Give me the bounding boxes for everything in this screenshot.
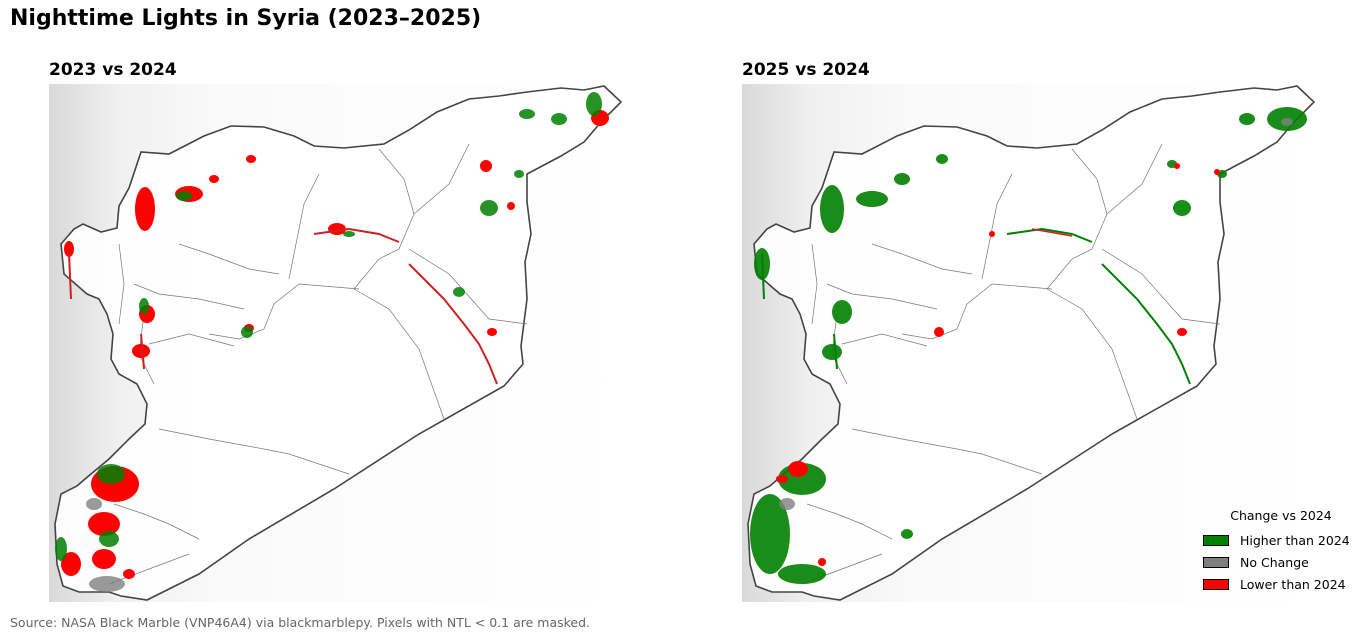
syria-outline xyxy=(54,85,623,601)
legend-swatch-red xyxy=(1203,578,1229,590)
legend-label-higher: Higher than 2024 xyxy=(1240,532,1350,548)
governorate-boundaries xyxy=(801,143,1221,585)
main-title: Nighttime Lights in Syria (2023–2025) xyxy=(10,6,482,31)
legend: Change vs 2024 Higher than 2024 No Chang… xyxy=(1203,508,1363,595)
legend-swatch-green xyxy=(1203,534,1229,546)
legend-label-lower: Lower than 2024 xyxy=(1240,576,1346,592)
legend-item-lower: Lower than 2024 xyxy=(1203,573,1363,595)
legend-label-no-change: No Change xyxy=(1240,554,1309,570)
legend-item-no-change: No Change xyxy=(1203,551,1363,573)
nightlights-2023 xyxy=(55,92,609,592)
legend-swatch-gray xyxy=(1203,556,1229,568)
syria-outline xyxy=(747,85,1316,601)
legend-item-higher: Higher than 2024 xyxy=(1203,529,1363,551)
governorate-boundaries xyxy=(108,143,528,585)
map-2023-vs-2024 xyxy=(49,84,627,602)
panel-title-2023: 2023 vs 2024 xyxy=(49,60,177,80)
source-caption: Source: NASA Black Marble (VNP46A4) via … xyxy=(10,615,591,630)
legend-title: Change vs 2024 xyxy=(1230,508,1332,523)
nightlights-2025 xyxy=(750,107,1307,584)
panel-title-2025: 2025 vs 2024 xyxy=(742,60,870,80)
map-2025-vs-2024 xyxy=(742,84,1320,602)
